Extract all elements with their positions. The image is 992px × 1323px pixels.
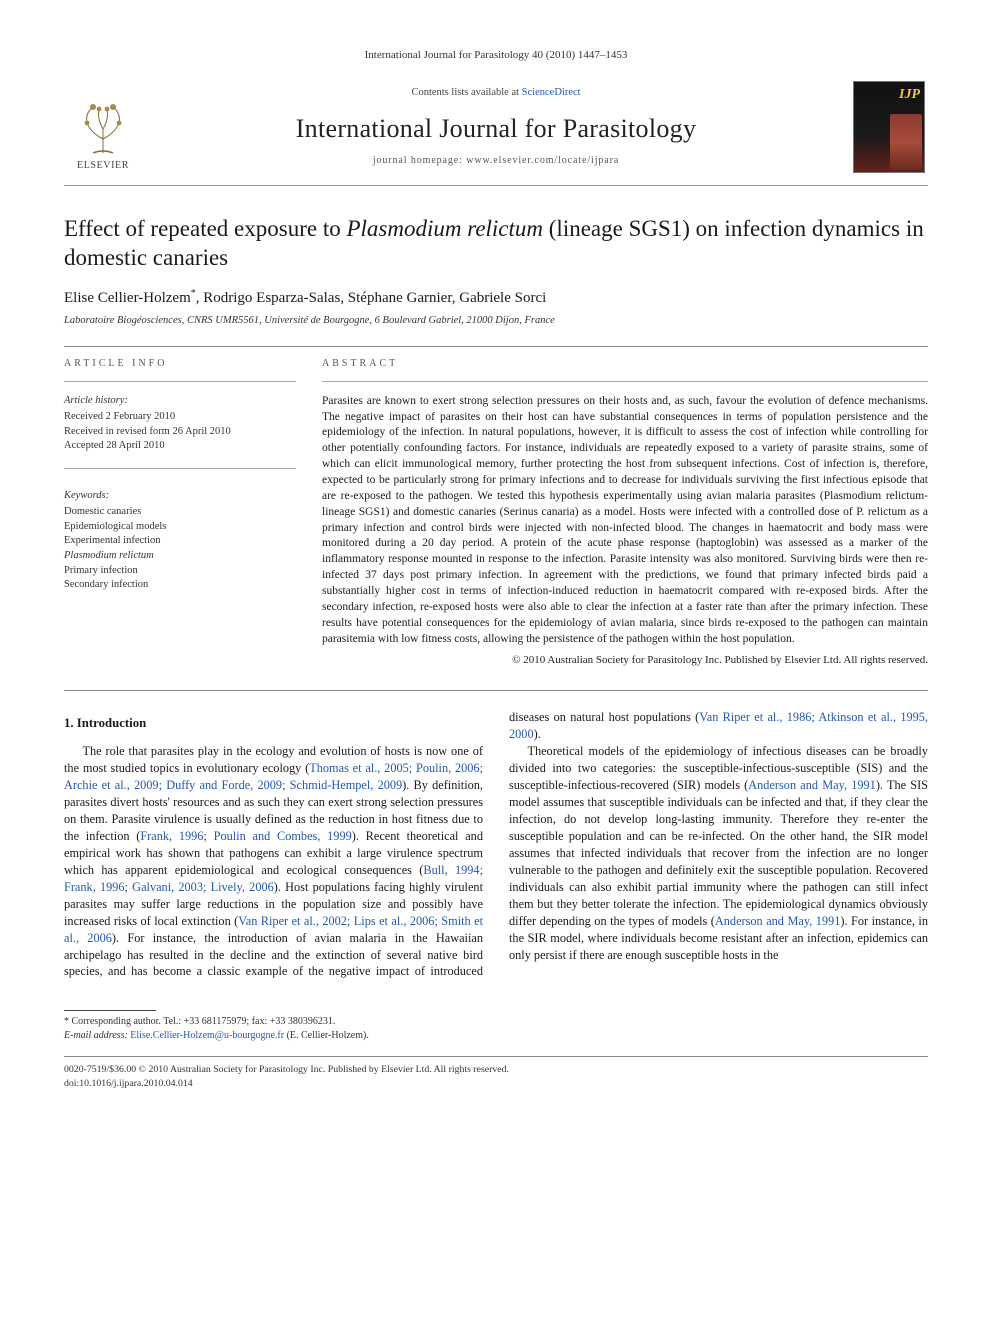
p2-seg-b: ). The SIS model assumes that susceptibl… — [509, 778, 928, 928]
contents-available-line: Contents lists available at ScienceDirec… — [154, 86, 838, 100]
footer-doi: doi:10.1016/j.ijpara.2010.04.014 — [64, 1077, 928, 1090]
history-accepted: Accepted 28 April 2010 — [64, 439, 296, 454]
abstract-label: ABSTRACT — [322, 357, 928, 371]
footnote-email-who: (E. Cellier-Holzem). — [287, 1030, 369, 1041]
abstract-rule — [322, 381, 928, 382]
history-revised: Received in revised form 26 April 2010 — [64, 425, 296, 440]
homepage-line: journal homepage: www.elsevier.com/locat… — [154, 154, 838, 168]
keyword-3: Experimental infection — [64, 534, 296, 549]
footnote-email-label: E-mail address: — [64, 1030, 128, 1041]
article-history: Article history: Received 2 February 201… — [64, 394, 296, 469]
cover-thumbnail-block: IJP — [850, 81, 928, 173]
body-two-column: 1. Introduction The role that parasites … — [64, 709, 928, 980]
sciencedirect-link[interactable]: ScienceDirect — [522, 87, 581, 98]
author-2: Rodrigo Esparza-Salas — [203, 290, 340, 306]
history-heading: Article history: — [64, 394, 296, 408]
info-abstract-row: ARTICLE INFO Article history: Received 2… — [64, 357, 928, 668]
corresponding-footnote: * Corresponding author. Tel.: +33 681175… — [64, 1004, 453, 1042]
history-received: Received 2 February 2010 — [64, 410, 296, 425]
title-species: Plasmodium relictum — [346, 216, 543, 241]
page-footer: 0020-7519/$36.00 © 2010 Australian Socie… — [64, 1056, 928, 1089]
keyword-2: Epidemiological models — [64, 520, 296, 535]
keyword-6: Secondary infection — [64, 578, 296, 593]
abstract-column: ABSTRACT Parasites are known to exert st… — [322, 357, 928, 668]
header-citation: International Journal for Parasitology 4… — [64, 48, 928, 63]
author-3: Stéphane Garnier — [348, 290, 452, 306]
footnote-corr: * Corresponding author. Tel.: +33 681175… — [64, 1015, 453, 1029]
abstract-text: Parasites are known to exert strong sele… — [322, 394, 928, 648]
publisher-logo-block: ELSEVIER — [64, 81, 142, 173]
cover-art-icon — [890, 114, 922, 170]
p2-cite-2[interactable]: Anderson and May, 1991 — [715, 914, 840, 928]
divider-rule — [64, 346, 928, 347]
title-pre: Effect of repeated exposure to — [64, 216, 346, 241]
author-4: Gabriele Sorci — [459, 290, 546, 306]
info-rule — [64, 381, 296, 382]
keyword-1: Domestic canaries — [64, 505, 296, 520]
keywords-block: Keywords: Domestic canaries Epidemiologi… — [64, 489, 296, 593]
p2-cite-1[interactable]: Anderson and May, 1991 — [748, 778, 876, 792]
footer-copyright: 0020-7519/$36.00 © 2010 Australian Socie… — [64, 1063, 928, 1076]
footnote-rule — [64, 1010, 156, 1011]
p1-seg-e: ). For instance, the introduction of avi… — [112, 931, 483, 945]
keywords-heading: Keywords: — [64, 489, 296, 503]
journal-name: International Journal for Parasitology — [154, 111, 838, 146]
corresponding-symbol: * — [191, 288, 196, 299]
author-1: Elise Cellier-Holzem — [64, 290, 191, 306]
intro-paragraph-2: Theoretical models of the epidemiology o… — [509, 743, 928, 964]
homepage-prefix: journal homepage: — [373, 155, 466, 166]
article-info-column: ARTICLE INFO Article history: Received 2… — [64, 357, 296, 668]
keyword-4: Plasmodium relictum — [64, 549, 296, 564]
keyword-5: Primary infection — [64, 564, 296, 579]
p1-seg-g: ). — [534, 727, 541, 741]
body-divider-rule — [64, 690, 928, 691]
affiliation: Laboratoire Biogéosciences, CNRS UMR5561… — [64, 314, 928, 328]
article-info-label: ARTICLE INFO — [64, 357, 296, 371]
cover-abbrev: IJP — [899, 86, 920, 105]
abstract-copyright: © 2010 Australian Society for Parasitolo… — [322, 653, 928, 668]
section-1-heading: 1. Introduction — [64, 715, 483, 733]
p1-cite-2[interactable]: Frank, 1996; Poulin and Combes, 1999 — [140, 829, 351, 843]
authors-line: Elise Cellier-Holzem*, Rodrigo Esparza-S… — [64, 287, 928, 308]
masthead-center: Contents lists available at ScienceDirec… — [154, 81, 838, 173]
title-block: Effect of repeated exposure to Plasmodiu… — [64, 214, 928, 328]
elsevier-tree-icon — [73, 95, 133, 155]
publisher-name: ELSEVIER — [77, 159, 129, 173]
footnote-email-line: E-mail address: Elise.Cellier-Holzem@u-b… — [64, 1029, 453, 1043]
contents-prefix: Contents lists available at — [411, 87, 521, 98]
journal-cover-icon: IJP — [853, 81, 925, 173]
footnote-email-link[interactable]: Elise.Cellier-Holzem@u-bourgogne.fr — [130, 1030, 284, 1041]
homepage-url: www.elsevier.com/locate/ijpara — [466, 155, 619, 166]
paper-title: Effect of repeated exposure to Plasmodiu… — [64, 214, 928, 273]
journal-masthead: ELSEVIER Contents lists available at Sci… — [64, 71, 928, 186]
